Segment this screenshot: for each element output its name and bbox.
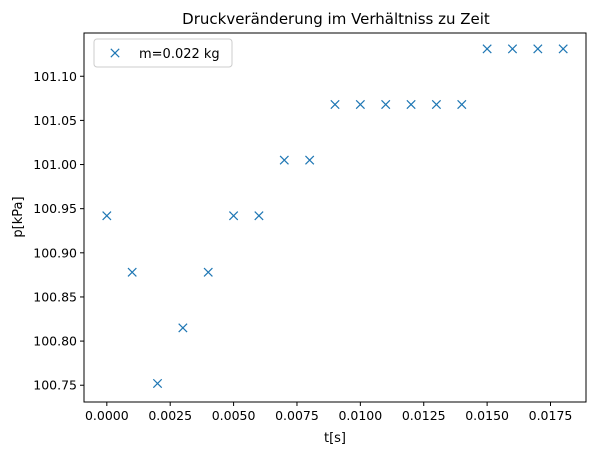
marker-stroke	[457, 99, 467, 110]
axis-ticks: 0.0000 0.0025 0.0050 0.0075 0.0100 0.0125 0.01…	[33, 69, 572, 423]
marker-stroke	[431, 99, 442, 110]
marker-stroke	[178, 323, 188, 333]
data-point	[330, 99, 340, 110]
marker-stroke	[127, 267, 137, 277]
x-axis-label: t[s]	[324, 431, 346, 446]
x-tick-label: 0.0100	[338, 408, 382, 423]
data-point	[381, 99, 391, 110]
y-tick-label: 100.85	[33, 289, 77, 304]
y-tick-label: 100.80	[33, 334, 77, 349]
data-point	[279, 155, 289, 165]
legend-marker-x-icon	[110, 48, 120, 58]
y-tick-label: 101.10	[33, 69, 77, 84]
data-point	[127, 267, 137, 277]
marker-stroke	[152, 378, 163, 389]
data-point	[152, 378, 163, 389]
marker-stroke	[203, 267, 213, 277]
legend-marker	[110, 48, 120, 58]
marker-stroke	[330, 99, 340, 110]
y-tick-label: 101.00	[33, 157, 77, 172]
marker-stroke	[482, 44, 492, 54]
marker-stroke	[110, 48, 120, 58]
data-point	[254, 211, 264, 221]
x-tick-label: 0.0050	[212, 408, 256, 423]
marker-stroke	[228, 211, 239, 221]
data-point	[203, 267, 213, 277]
legend: m=0.022 kg	[93, 38, 233, 68]
data-point	[228, 211, 239, 221]
legend-box	[93, 38, 233, 68]
x-tick-label: 0.0150	[465, 408, 509, 423]
marker-stroke	[381, 99, 391, 110]
x-tick-label: 0.0175	[529, 408, 573, 423]
data-point	[431, 99, 442, 110]
legend-label: m=0.022 kg	[139, 47, 220, 62]
x-tick-label: 0.0075	[275, 408, 319, 423]
data-point	[482, 44, 492, 54]
marker-stroke	[558, 44, 568, 54]
marker-stroke	[305, 155, 315, 165]
data-point	[507, 44, 518, 54]
data-point	[102, 211, 112, 221]
x-tick-label: 0.0025	[148, 408, 192, 423]
y-tick-label: 100.75	[33, 378, 77, 393]
marker-stroke	[406, 99, 416, 110]
marker-stroke	[533, 44, 543, 54]
data-point	[305, 155, 315, 165]
data-point	[558, 44, 568, 54]
y-tick-label: 100.95	[33, 201, 77, 216]
x-tick-label: 0.0125	[402, 408, 446, 423]
data-point	[533, 44, 543, 54]
data-point	[178, 323, 188, 333]
marker-stroke	[355, 99, 365, 110]
marker-stroke	[254, 211, 264, 221]
chart-title: Druckveränderung im Verhältniss zu Zeit	[182, 10, 490, 28]
data-point	[406, 99, 416, 110]
x-tick-label: 0.0000	[85, 408, 129, 423]
plot-frame	[83, 32, 587, 403]
data-point	[457, 99, 467, 110]
marker-stroke	[279, 155, 289, 165]
data-points	[102, 44, 568, 389]
y-axis-label: p[kPa]	[11, 196, 26, 237]
marker-stroke	[507, 44, 518, 54]
marker-stroke	[102, 211, 112, 221]
data-point	[355, 99, 365, 110]
y-tick-label: 101.05	[33, 113, 77, 128]
y-tick-label: 100.90	[33, 245, 77, 260]
